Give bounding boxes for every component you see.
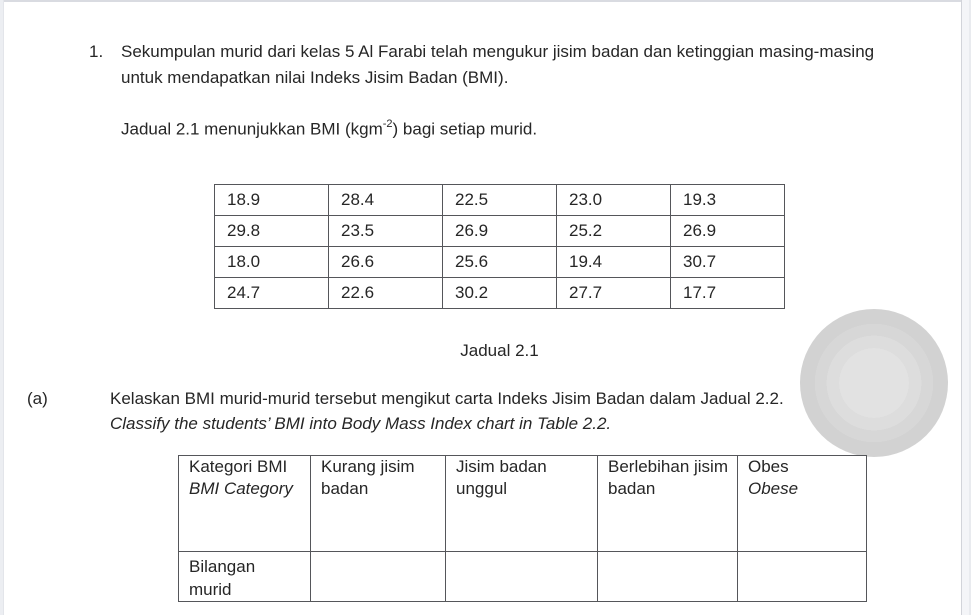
intro-superscript: -2 — [382, 118, 393, 130]
bmi-cell: 22.5 — [442, 184, 557, 216]
bmi-cell: 26.9 — [442, 215, 557, 247]
answer-cell[interactable] — [597, 551, 738, 602]
table-row: 18.0 26.6 25.6 19.4 30.7 — [214, 246, 785, 278]
header-category: Kategori BMI BMI Category — [178, 455, 311, 552]
header-underweight: Kurang jisim badan — [310, 455, 446, 552]
part-a-instruction-malay: Kelaskan BMI murid-murid tersebut mengik… — [110, 389, 784, 408]
bmi-classification-table: Kategori BMI BMI Category Kurang jisim b… — [178, 455, 867, 602]
bmi-cell: 17.7 — [670, 277, 785, 309]
table-intro-line: Jadual 2.1 menunjukkan BMI (kgm-2) bagi … — [121, 114, 537, 141]
bmi-cell: 23.5 — [328, 215, 443, 247]
question-line-2: untuk mendapatkan nilai Indeks Jisim Bad… — [121, 68, 509, 87]
answer-cell[interactable] — [445, 551, 598, 602]
table-row: 18.9 28.4 22.5 23.0 19.3 — [214, 184, 785, 216]
webcam-overlay-circle — [800, 309, 948, 457]
vertical-scrollbar[interactable] — [961, 0, 971, 615]
page-left-edge — [0, 0, 4, 615]
question-line-1: Sekumpulan murid dari kelas 5 Al Farabi … — [121, 42, 875, 61]
bmi-cell: 22.6 — [328, 277, 443, 309]
table-header-row: Kategori BMI BMI Category Kurang jisim b… — [178, 455, 867, 552]
table-row: Bilangan murid — [178, 551, 867, 602]
row-label-line2: murid — [189, 580, 232, 599]
header-obese: Obes Obese — [737, 455, 867, 552]
bmi-cell: 18.9 — [214, 184, 329, 216]
bmi-cell: 19.4 — [556, 246, 671, 278]
table-row: 29.8 23.5 26.9 25.2 26.9 — [214, 215, 785, 247]
header-overweight: Berlebihan jisim badan — [597, 455, 738, 552]
bmi-cell: 18.0 — [214, 246, 329, 278]
category-label-malay: Kategori BMI — [189, 457, 288, 476]
bmi-cell: 26.9 — [670, 215, 785, 247]
bmi-cell: 25.6 — [442, 246, 557, 278]
bmi-cell: 26.6 — [328, 246, 443, 278]
bmi-cell: 23.0 — [556, 184, 671, 216]
question-number: 1. — [89, 42, 104, 61]
bmi-cell: 19.3 — [670, 184, 785, 216]
obese-label-malay: Obes — [748, 457, 789, 476]
part-a-label: (a) — [27, 389, 48, 408]
bmi-cell: 24.7 — [214, 277, 329, 309]
bmi-cell: 30.7 — [670, 246, 785, 278]
bmi-cell: 27.7 — [556, 277, 671, 309]
table1-caption: Jadual 2.1 — [460, 341, 539, 360]
answer-cell[interactable] — [737, 551, 867, 602]
bmi-cell: 28.4 — [328, 184, 443, 216]
answer-cell[interactable] — [310, 551, 446, 602]
obese-label-english: Obese — [748, 479, 799, 498]
bmi-cell: 30.2 — [442, 277, 557, 309]
bmi-values-table: 18.9 28.4 22.5 23.0 19.3 29.8 23.5 26.9 … — [214, 184, 785, 309]
page-top-edge — [0, 0, 971, 2]
part-a-instruction-english: Classify the students’ BMI into Body Mas… — [110, 414, 612, 433]
category-label-english: BMI Category — [189, 479, 293, 498]
intro-prefix: Jadual 2.1 menunjukkan BMI (kgm — [121, 119, 383, 139]
bmi-cell: 25.2 — [556, 215, 671, 247]
header-ideal: Jisim badan unggul — [445, 455, 598, 552]
row-label-line1: Bilangan — [189, 557, 256, 576]
bmi-cell: 29.8 — [214, 215, 329, 247]
intro-suffix: ) bagi setiap murid. — [392, 119, 538, 139]
row-label: Bilangan murid — [178, 551, 311, 602]
table-row: 24.7 22.6 30.2 27.7 17.7 — [214, 277, 785, 309]
